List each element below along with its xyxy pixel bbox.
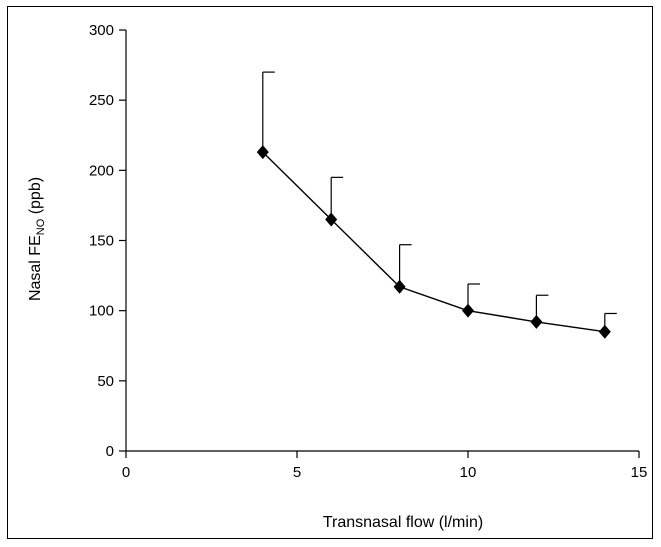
y-axis-label: Nasal FENO (ppb)	[27, 177, 47, 301]
data-point	[530, 314, 543, 329]
y-axis-label-tail: (ppb)	[27, 177, 44, 219]
y-tick-label: 300	[89, 22, 114, 39]
y-axis-label-main: Nasal FE	[27, 235, 44, 301]
y-tick-label: 200	[89, 162, 114, 179]
y-tick-label: 100	[89, 303, 114, 320]
y-tick-label: 250	[89, 92, 114, 109]
axes	[125, 30, 639, 452]
data-point	[598, 324, 611, 339]
figure-frame	[7, 6, 653, 539]
data-point	[462, 303, 474, 318]
x-axis-label: Transnasal flow (l/min)	[323, 514, 483, 531]
y-tick-label: 50	[97, 373, 114, 390]
series-line	[262, 151, 605, 333]
data-points	[256, 145, 611, 339]
x-tick-label: 0	[122, 464, 130, 481]
data-point	[393, 279, 406, 294]
series-polyline	[262, 151, 605, 333]
ticks: 0 50 100 150 200 250 300 0 5 10 15	[89, 22, 647, 481]
y-axis-label-sub: NO	[35, 218, 47, 235]
y-tick-label: 150	[89, 233, 114, 250]
data-point	[256, 145, 269, 160]
data-point	[325, 212, 338, 227]
y-tick-label: 0	[106, 443, 114, 460]
x-tick-label: 5	[293, 464, 301, 481]
x-tick-label: 15	[631, 464, 648, 481]
error-bars	[262, 71, 617, 332]
x-tick-label: 10	[460, 464, 477, 481]
